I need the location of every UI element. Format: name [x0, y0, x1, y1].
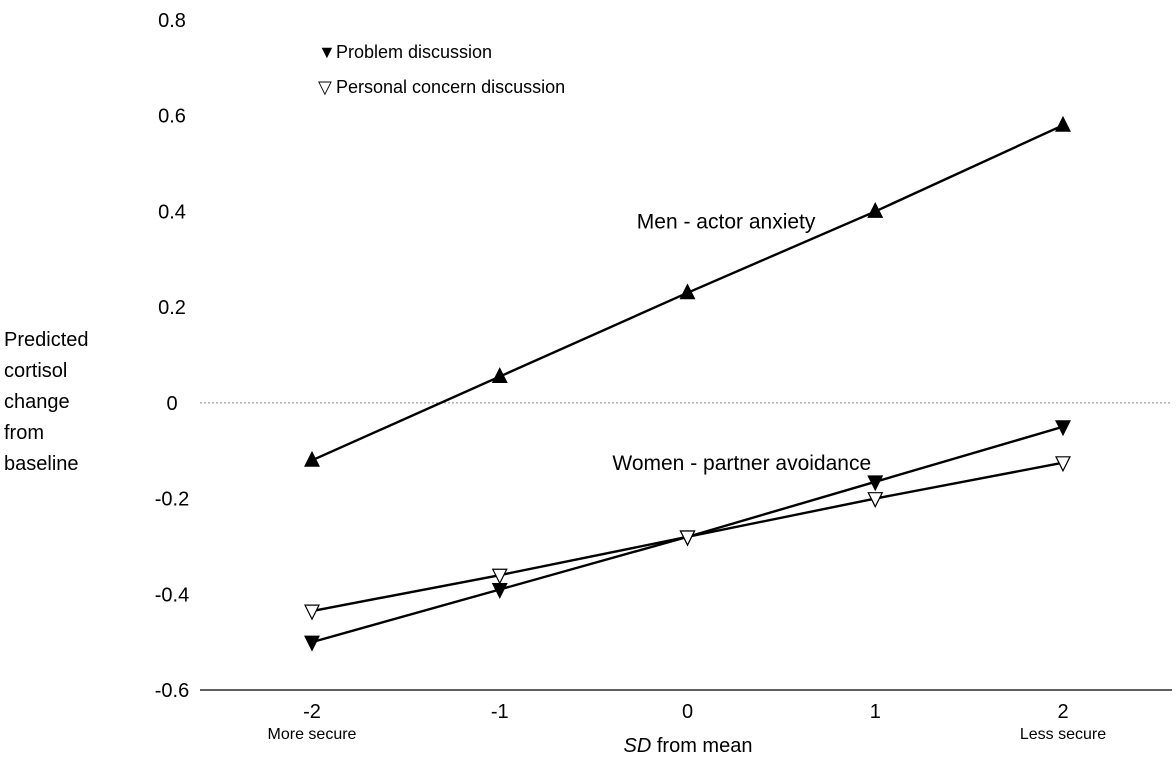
series-2 [304, 456, 1071, 621]
x-tick-labels: -2 More secure -1 0 1 2 Less secure [268, 701, 1107, 743]
x-tick-label: 2 [1057, 701, 1068, 723]
y-axis-label-line: change [4, 391, 70, 413]
legend-label: Personal concern discussion [336, 77, 565, 97]
y-tick-label: -0.6 [155, 680, 189, 702]
y-tick-label: 0.4 [158, 201, 186, 223]
y-axis-label-line: Predicted [4, 329, 89, 351]
series-layer [304, 115, 1071, 652]
triangle-up-marker [1055, 115, 1071, 132]
x-tick-label: 0 [682, 701, 693, 723]
annotations: Men - actor anxiety Women - partner avoid… [612, 210, 871, 475]
triangle-up-marker [491, 367, 508, 384]
triangle-down-marker [867, 492, 884, 509]
x-tick-label: 1 [870, 701, 881, 723]
y-axis-label-line: cortisol [4, 360, 67, 382]
y-axis-label: Predicted cortisol change from baseline [4, 329, 89, 475]
y-tick-label: 0.2 [158, 297, 186, 319]
triangle-up-marker [867, 201, 884, 218]
triangle-up-marker [679, 283, 696, 300]
triangle-up-marker [304, 450, 320, 467]
x-sub-label: Less secure [1020, 726, 1106, 743]
y-tick-label: 0.8 [158, 10, 186, 32]
y-tick-label: 0 [166, 393, 177, 415]
triangle-down-marker [867, 475, 884, 492]
filled-triangle-down-icon: ▼ [318, 42, 336, 62]
y-tick-label: -0.2 [155, 489, 189, 511]
x-sub-label: More secure [268, 726, 357, 743]
x-axis-label: SD from mean [624, 735, 753, 757]
y-tick-label: 0.6 [158, 106, 186, 128]
x-tick-label: -2 [303, 701, 321, 723]
y-axis-label-line: baseline [4, 453, 79, 475]
open-triangle-down-icon: ▽ [318, 77, 332, 97]
triangle-down-marker [491, 568, 508, 585]
y-tick-labels: -0.6 -0.4 -0.2 0 0.2 0.4 0.6 0.8 [155, 10, 189, 702]
annotation-label: Men - actor anxiety [637, 210, 816, 233]
triangle-down-marker [304, 604, 320, 621]
triangle-down-marker [679, 530, 696, 547]
x-tick-label: -1 [491, 701, 509, 723]
y-axis-label-line: from [4, 422, 44, 444]
axis-layer [200, 402, 1172, 691]
triangle-down-marker [304, 635, 320, 652]
triangle-down-marker [1055, 420, 1071, 437]
triangle-down-marker [1055, 456, 1071, 473]
series-0 [304, 115, 1071, 467]
annotation-label: Women - partner avoidance [612, 452, 871, 475]
y-tick-label: -0.4 [155, 584, 189, 606]
legend: ▼ Problem discussion▽ Personal concern dis… [318, 42, 565, 97]
legend-label: Problem discussion [336, 42, 492, 62]
